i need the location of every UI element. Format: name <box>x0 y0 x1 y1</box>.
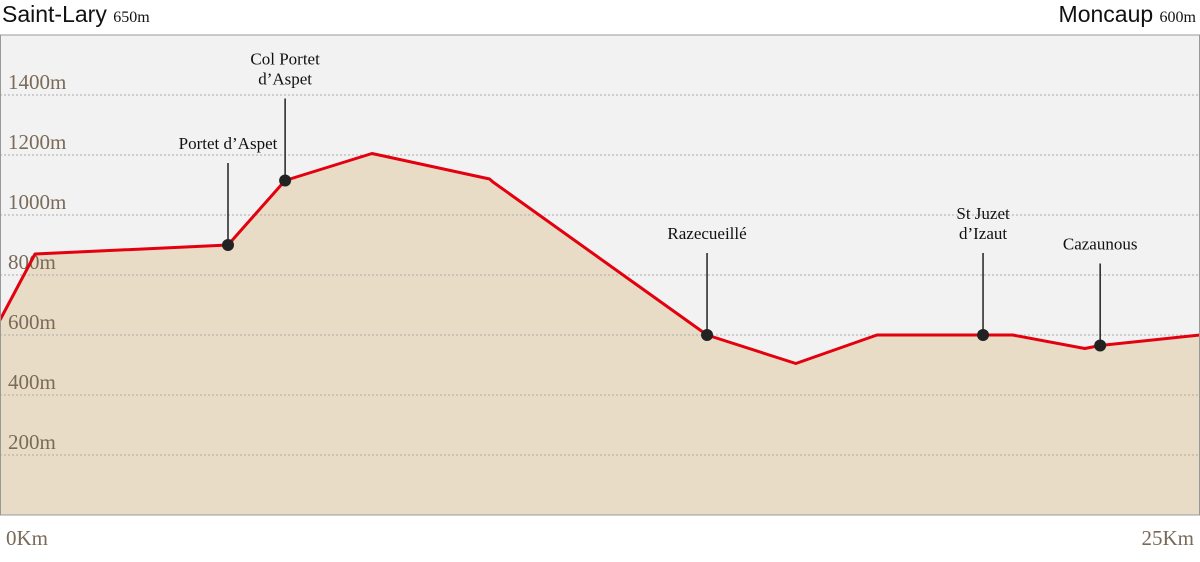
marker-point <box>1094 339 1107 352</box>
elevation-area <box>0 153 1200 515</box>
y-tick-label: 400m <box>8 370 56 394</box>
marker-label: Cazaunous <box>1063 235 1138 254</box>
y-tick-label: 1400m <box>8 70 66 94</box>
start-elevation: 650m <box>113 9 150 26</box>
marker-point <box>977 329 990 341</box>
start-header: Saint-Lary 650m <box>2 1 150 27</box>
marker-point <box>279 174 292 187</box>
start-name: Saint-Lary <box>2 1 107 27</box>
marker-point <box>222 239 234 251</box>
marker-label: Portet d’Aspet <box>179 134 278 153</box>
end-name: Moncaup <box>1059 1 1154 27</box>
y-tick-label: 1000m <box>8 190 66 214</box>
marker-label: Col Portet <box>250 50 320 69</box>
marker-label: d’Izaut <box>959 224 1007 243</box>
x-tick-label: 0Km <box>6 526 48 550</box>
y-tick-label: 200m <box>8 430 56 454</box>
x-tick-label: 25Km <box>1142 526 1195 550</box>
marker-label: d’Aspet <box>258 70 312 89</box>
y-tick-label: 1200m <box>8 130 66 154</box>
marker-point <box>701 329 714 341</box>
marker-label: St Juzet <box>956 204 1010 223</box>
end-header: Moncaup 600m <box>1059 1 1197 27</box>
marker-label: Razecueillé <box>667 224 746 243</box>
y-tick-label: 600m <box>8 310 56 334</box>
end-elevation: 600m <box>1160 9 1197 26</box>
